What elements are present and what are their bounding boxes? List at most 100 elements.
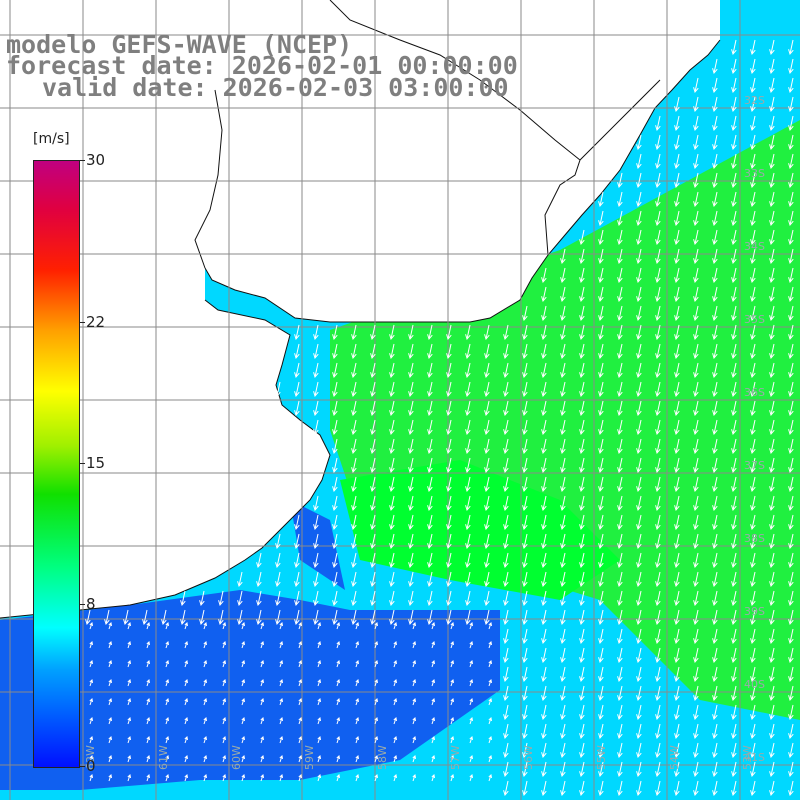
wind-arrow [731, 267, 737, 284]
wind-arrow [617, 723, 623, 740]
wind-arrow [450, 774, 455, 782]
wind-arrow [617, 647, 623, 664]
wind-arrow [294, 362, 300, 379]
wind-arrow [203, 717, 208, 725]
wind-arrow [222, 755, 227, 763]
wind-arrow [85, 609, 91, 626]
wind-arrow [598, 210, 604, 227]
wind-arrow [617, 286, 623, 303]
wind-arrow [317, 622, 322, 630]
wind-arrow [636, 666, 642, 683]
wind-arrow [123, 609, 129, 626]
wind-arrow [427, 419, 433, 436]
wind-arrow [712, 780, 718, 797]
wind-arrow [469, 698, 474, 706]
wind-arrow [731, 134, 737, 151]
wind-arrow [146, 698, 151, 706]
wind-arrow [465, 533, 471, 550]
wind-arrow [674, 305, 680, 322]
wind-arrow [655, 590, 661, 607]
wind-arrow [484, 552, 490, 569]
wind-arrow [237, 590, 243, 607]
wind-arrow [674, 590, 680, 607]
wind-arrow [655, 647, 661, 664]
wind-arrow [731, 514, 737, 531]
wind-arrow [788, 552, 794, 569]
wind-arrow [218, 609, 224, 626]
wind-arrow [370, 571, 376, 588]
wind-arrow [560, 476, 566, 493]
wind-arrow [389, 476, 395, 493]
wind-arrow [560, 609, 566, 626]
wind-arrow [617, 514, 623, 531]
wind-arrow [636, 134, 642, 151]
wind-arrow [332, 514, 338, 531]
wind-arrow [488, 679, 493, 687]
wind-arrow [108, 717, 113, 725]
wind-arrow [298, 736, 303, 744]
wind-arrow [579, 343, 585, 360]
wind-arrow [712, 647, 718, 664]
wind-arrow [484, 381, 490, 398]
wind-arrow [560, 742, 566, 759]
wind-arrow [336, 679, 341, 687]
wind-arrow [712, 419, 718, 436]
wind-arrow [203, 660, 208, 668]
wind-arrow [617, 324, 623, 341]
wind-arrow [203, 698, 208, 706]
wind-arrow [370, 552, 376, 569]
wind-arrow [294, 552, 300, 569]
wind-arrow [374, 736, 379, 744]
wind-arrow [731, 191, 737, 208]
colorbar-tick-mark [79, 321, 85, 323]
wind-arrow [336, 698, 341, 706]
wind-arrow [750, 229, 756, 246]
wind-arrow [522, 666, 528, 683]
wind-arrow [712, 514, 718, 531]
wind-arrow [431, 698, 436, 706]
wind-arrow [351, 514, 357, 531]
wind-arrow [617, 609, 623, 626]
wind-arrow [617, 761, 623, 778]
wind-arrow [89, 641, 94, 649]
wind-arrow [750, 343, 756, 360]
wind-arrow [370, 438, 376, 455]
wind-arrow [317, 774, 322, 782]
wind-arrow [674, 172, 680, 189]
wind-arrow [788, 286, 794, 303]
wind-arrow [275, 533, 281, 550]
wind-arrow [655, 609, 661, 626]
wind-arrow [636, 647, 642, 664]
wind-arrow [541, 438, 547, 455]
wind-arrow [465, 590, 471, 607]
wind-arrow [769, 457, 775, 474]
wind-arrow [674, 723, 680, 740]
wind-arrow [408, 419, 414, 436]
wind-arrow [788, 495, 794, 512]
wind-arrow [617, 438, 623, 455]
wind-arrow [636, 761, 642, 778]
wind-arrow [655, 381, 661, 398]
wind-arrow [469, 622, 474, 630]
wind-arrow [446, 324, 452, 341]
wind-arrow [560, 248, 566, 265]
colorbar-tick-mark [79, 463, 85, 464]
wind-arrow [503, 533, 509, 550]
wind-arrow [788, 381, 794, 398]
wind-arrow [731, 381, 737, 398]
wind-arrow [693, 248, 699, 265]
wind-arrow [541, 400, 547, 417]
wind-arrow [674, 514, 680, 531]
wind-arrow [731, 362, 737, 379]
wind-arrow [446, 590, 452, 607]
wind-arrow [731, 324, 737, 341]
wind-arrow [89, 736, 94, 744]
wind-arrow [89, 774, 94, 782]
wind-arrow [484, 400, 490, 417]
wind-arrow [712, 229, 718, 246]
wind-arrow [693, 381, 699, 398]
title-valid-date: valid date: 2026-02-03 03:00:00 [42, 73, 509, 102]
wind-arrow [541, 590, 547, 607]
